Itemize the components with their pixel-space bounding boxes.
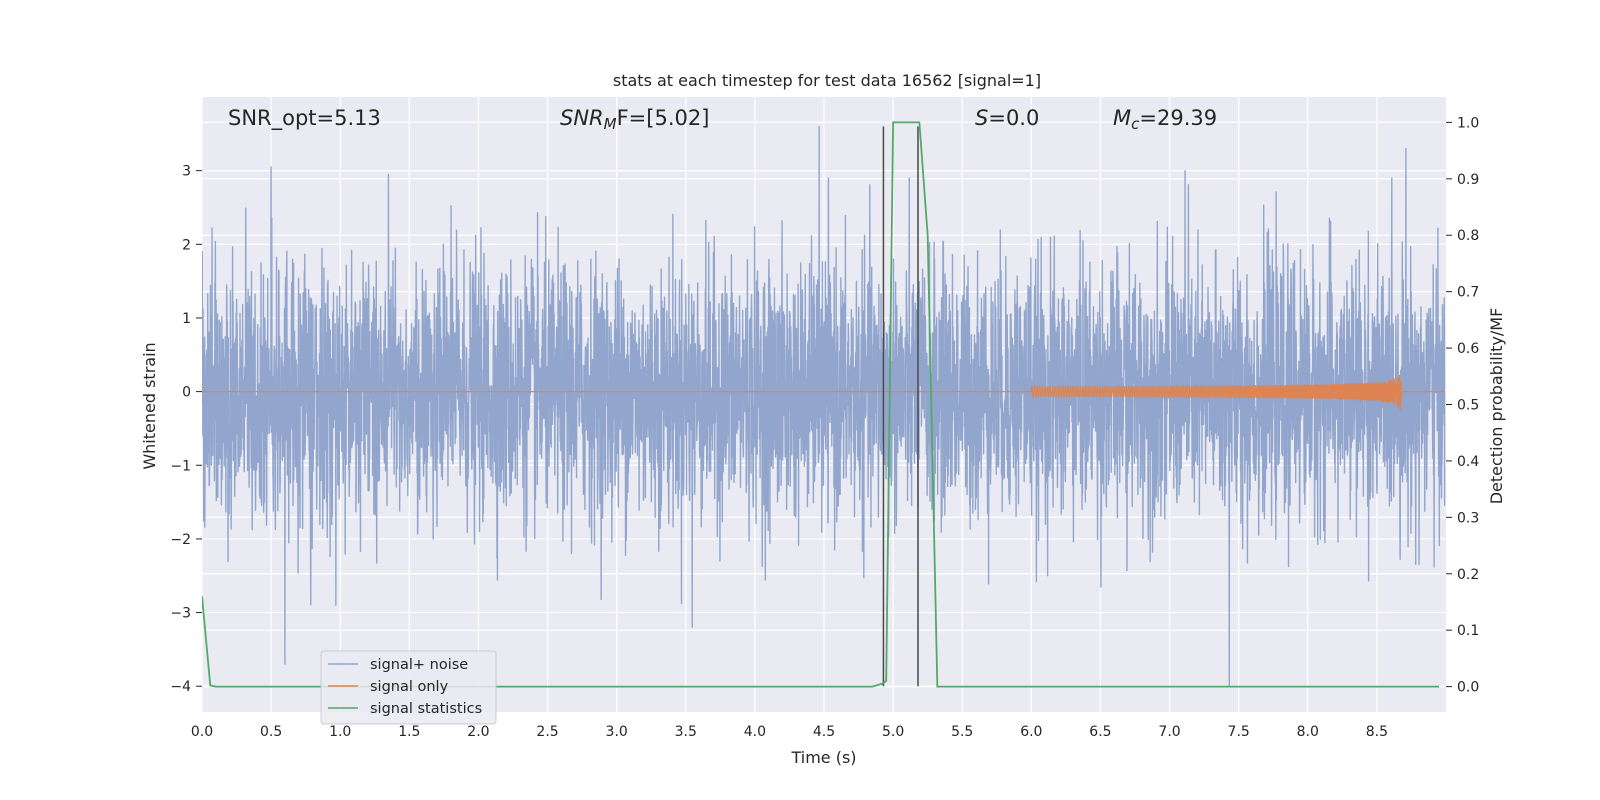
x-tick-label-2: 1.0 [329, 724, 351, 740]
y-left-tick-label-5: −2 [170, 532, 191, 548]
annotation-mc: Mc=29.39 [1113, 106, 1217, 133]
x-tick-label-15: 7.5 [1228, 724, 1250, 740]
x-tick-label-12: 6.0 [1020, 724, 1042, 740]
series-signal-noise [202, 125, 1446, 687]
annotation-s: S=0.0 [975, 106, 1039, 130]
legend: signal+ noise signal only signal statist… [320, 650, 497, 725]
y-left-tick-label-4: −1 [170, 458, 191, 474]
chart-title: stats at each timestep for test data 165… [613, 71, 1041, 90]
x-tick-label-7: 3.5 [675, 724, 697, 740]
x-tick-label-3: 1.5 [398, 724, 420, 740]
y-right-tick-label-2: 0.8 [1457, 228, 1479, 244]
x-axis-label: Time (s) [790, 748, 856, 767]
x-tick-label-8: 4.0 [744, 724, 766, 740]
y-right-tick-label-9: 0.1 [1457, 623, 1479, 639]
x-tick-label-1: 0.5 [260, 724, 282, 740]
series-signal-statistics [202, 121, 1440, 688]
x-tick-label-9: 4.5 [813, 724, 835, 740]
y-right-tick-label-6: 0.4 [1457, 454, 1479, 470]
x-tick-label-5: 2.5 [536, 724, 558, 740]
series-signal-only [202, 374, 1445, 411]
legend-label-signal-only: signal only [370, 679, 449, 695]
y-right-tick-label-8: 0.2 [1457, 567, 1479, 583]
y-left-tick-label-0: 3 [182, 164, 191, 180]
x-tick-label-16: 8.0 [1297, 724, 1319, 740]
y-right-tick-label-1: 0.9 [1457, 172, 1479, 188]
annotation-snr-mf: SNRMF=[5.02] [560, 106, 709, 133]
y-left-tick-label-3: 0 [182, 385, 191, 401]
x-tick-label-14: 7.0 [1158, 724, 1180, 740]
x-tick-label-4: 2.0 [467, 724, 489, 740]
y-left-tick-label-7: −4 [170, 679, 191, 695]
y-right-tick-label-5: 0.5 [1457, 398, 1479, 414]
legend-label-signal-statistics: signal statistics [370, 701, 482, 717]
y-right-tick-label-10: 0.0 [1457, 680, 1479, 696]
vertical-markers [882, 126, 919, 687]
y-right-tick-label-3: 0.7 [1457, 285, 1479, 301]
y-axis-left-label: Whitened strain [140, 342, 159, 469]
y-right-tick-label-7: 0.3 [1457, 510, 1479, 526]
x-tick-label-10: 5.0 [882, 724, 904, 740]
y-axis-right-ticks: 1.0 0.9 0.8 0.7 0.6 0.5 0.4 0.3 0.2 0.1 0.0 [1446, 115, 1479, 696]
y-right-tick-label-0: 1.0 [1457, 115, 1479, 131]
y-axis-left-ticks: 3 2 1 0 −1 −2 −3 −4 [170, 164, 202, 695]
y-axis-right-label: Detection probability/MF [1487, 308, 1506, 505]
annotation-snr-opt: SNR_opt=5.13 [228, 106, 381, 131]
x-tick-label-6: 3.0 [606, 724, 628, 740]
x-tick-label-17: 8.5 [1366, 724, 1388, 740]
x-axis-ticks: 0.0 0.5 1.0 1.5 2.0 2.5 3.0 3.5 4.0 4.5 5.0 5.5 6.0 6… [191, 724, 1388, 740]
legend-box [320, 650, 497, 725]
y-left-tick-label-6: −3 [170, 606, 191, 622]
x-tick-label-13: 6.5 [1089, 724, 1111, 740]
y-left-tick-label-1: 2 [182, 237, 191, 253]
y-left-tick-label-2: 1 [182, 311, 191, 327]
legend-label-signal-noise: signal+ noise [370, 657, 468, 673]
y-right-tick-label-4: 0.6 [1457, 341, 1479, 357]
x-tick-label-11: 5.5 [951, 724, 973, 740]
x-tick-label-0: 0.0 [191, 724, 213, 740]
